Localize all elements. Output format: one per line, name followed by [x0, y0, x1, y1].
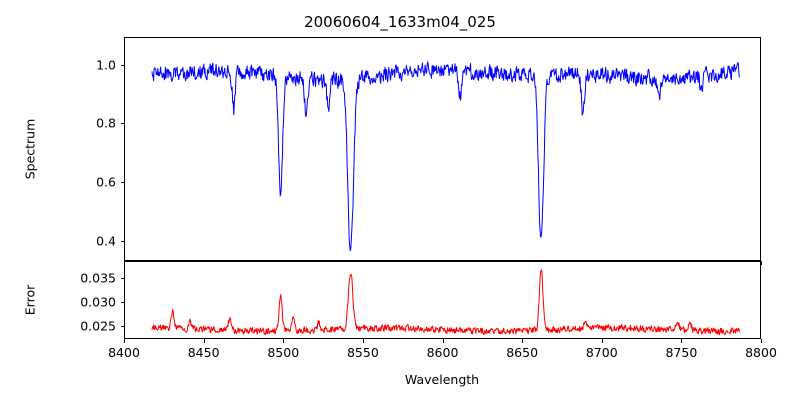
x-tick-mark [442, 339, 444, 343]
x-tick-label: 8400 [108, 345, 140, 360]
y-tick-mark [120, 301, 124, 303]
y-tick-label: 1.0 [96, 57, 116, 73]
x-tick-mark [601, 339, 603, 343]
spectrum-line-plot [125, 38, 760, 260]
y-tick-mark [120, 64, 124, 66]
x-tick-label: 8600 [426, 345, 459, 360]
plot-title: 20060604_1633m04_025 [304, 13, 496, 31]
x-tick-label: 8500 [267, 345, 300, 360]
x-axis-label: Wavelength [404, 372, 480, 387]
y-tick-label: 0.4 [96, 233, 116, 248]
x-tick-mark [124, 339, 125, 343]
y-tick-label: 0.6 [96, 174, 116, 190]
error-panel [124, 261, 761, 339]
x-tick-mark [761, 261, 762, 265]
spectrum-panel [124, 37, 761, 261]
x-tick-label: 8700 [585, 345, 618, 360]
y-tick-label: 0.025 [80, 318, 116, 334]
x-tick-label: 8450 [187, 345, 220, 360]
error-line-plot [125, 262, 760, 338]
y-tick-mark [120, 277, 124, 279]
y-tick-mark [120, 325, 124, 327]
x-tick-label: 8750 [665, 345, 698, 360]
y-tick-mark [120, 123, 124, 125]
x-tick-mark [203, 339, 205, 343]
x-tick-label: 8800 [745, 345, 777, 360]
spectrum-axis-label: Spectrum [22, 118, 38, 180]
y-tick-label: 0.030 [80, 294, 116, 310]
y-tick-label: 0.035 [80, 270, 116, 286]
y-tick-mark [120, 240, 124, 242]
x-tick-mark [681, 339, 683, 343]
x-tick-mark [522, 339, 524, 343]
y-tick-label: 0.8 [96, 115, 116, 131]
x-tick-mark [362, 339, 364, 343]
x-tick-mark [761, 339, 762, 343]
x-tick-mark [283, 339, 285, 343]
error-axis-label: Error [22, 284, 38, 316]
x-tick-label: 8650 [506, 345, 539, 360]
y-tick-mark [120, 181, 124, 183]
x-tick-label: 8550 [346, 345, 379, 360]
